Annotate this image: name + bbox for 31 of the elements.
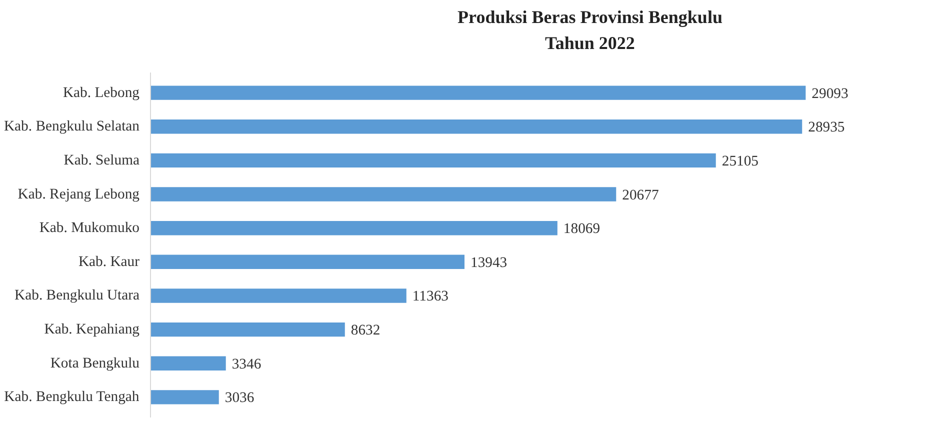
bar <box>150 288 406 303</box>
data-label: 11363 <box>412 288 449 305</box>
bar <box>150 153 716 168</box>
data-label: 20677 <box>622 187 659 204</box>
data-label: 18069 <box>563 221 600 238</box>
y-tick-label: Kab. Rejang Lebong <box>18 186 140 202</box>
bar <box>150 120 802 134</box>
data-label: 29093 <box>812 86 848 102</box>
y-tick-label: Kab. Kaur <box>78 254 140 270</box>
data-label: 25105 <box>722 153 759 170</box>
y-tick-label: Kab. Bengkulu Tengah <box>4 389 140 406</box>
y-tick-label: Kab. Seluma <box>64 152 140 168</box>
data-label: 8632 <box>350 322 380 339</box>
y-tick-label: Kab. Lebong <box>62 84 140 101</box>
y-tick-label: Kab. Mukomuko <box>39 220 140 236</box>
data-label: 3346 <box>232 356 262 372</box>
data-label: 28935 <box>808 120 845 136</box>
bar <box>150 390 219 404</box>
chart-title: Produksi Beras Provinsi Bengkulu Tahun 2022 <box>458 6 722 55</box>
data-label: 13943 <box>470 254 508 271</box>
y-tick-label: Kab. Bengkulu Utara <box>14 288 140 304</box>
y-tick-label: Kota Bengkulu <box>50 355 140 372</box>
y-tick-label: Kab. Bengkulu Selatan <box>4 118 140 135</box>
bar <box>150 220 558 236</box>
bar <box>150 356 226 370</box>
y-tick-label: Kab. Kepahiang <box>44 322 140 338</box>
bar <box>150 187 616 202</box>
bar <box>150 322 345 337</box>
bar <box>150 254 464 270</box>
bar <box>150 86 806 100</box>
data-label: 3036 <box>224 390 254 406</box>
